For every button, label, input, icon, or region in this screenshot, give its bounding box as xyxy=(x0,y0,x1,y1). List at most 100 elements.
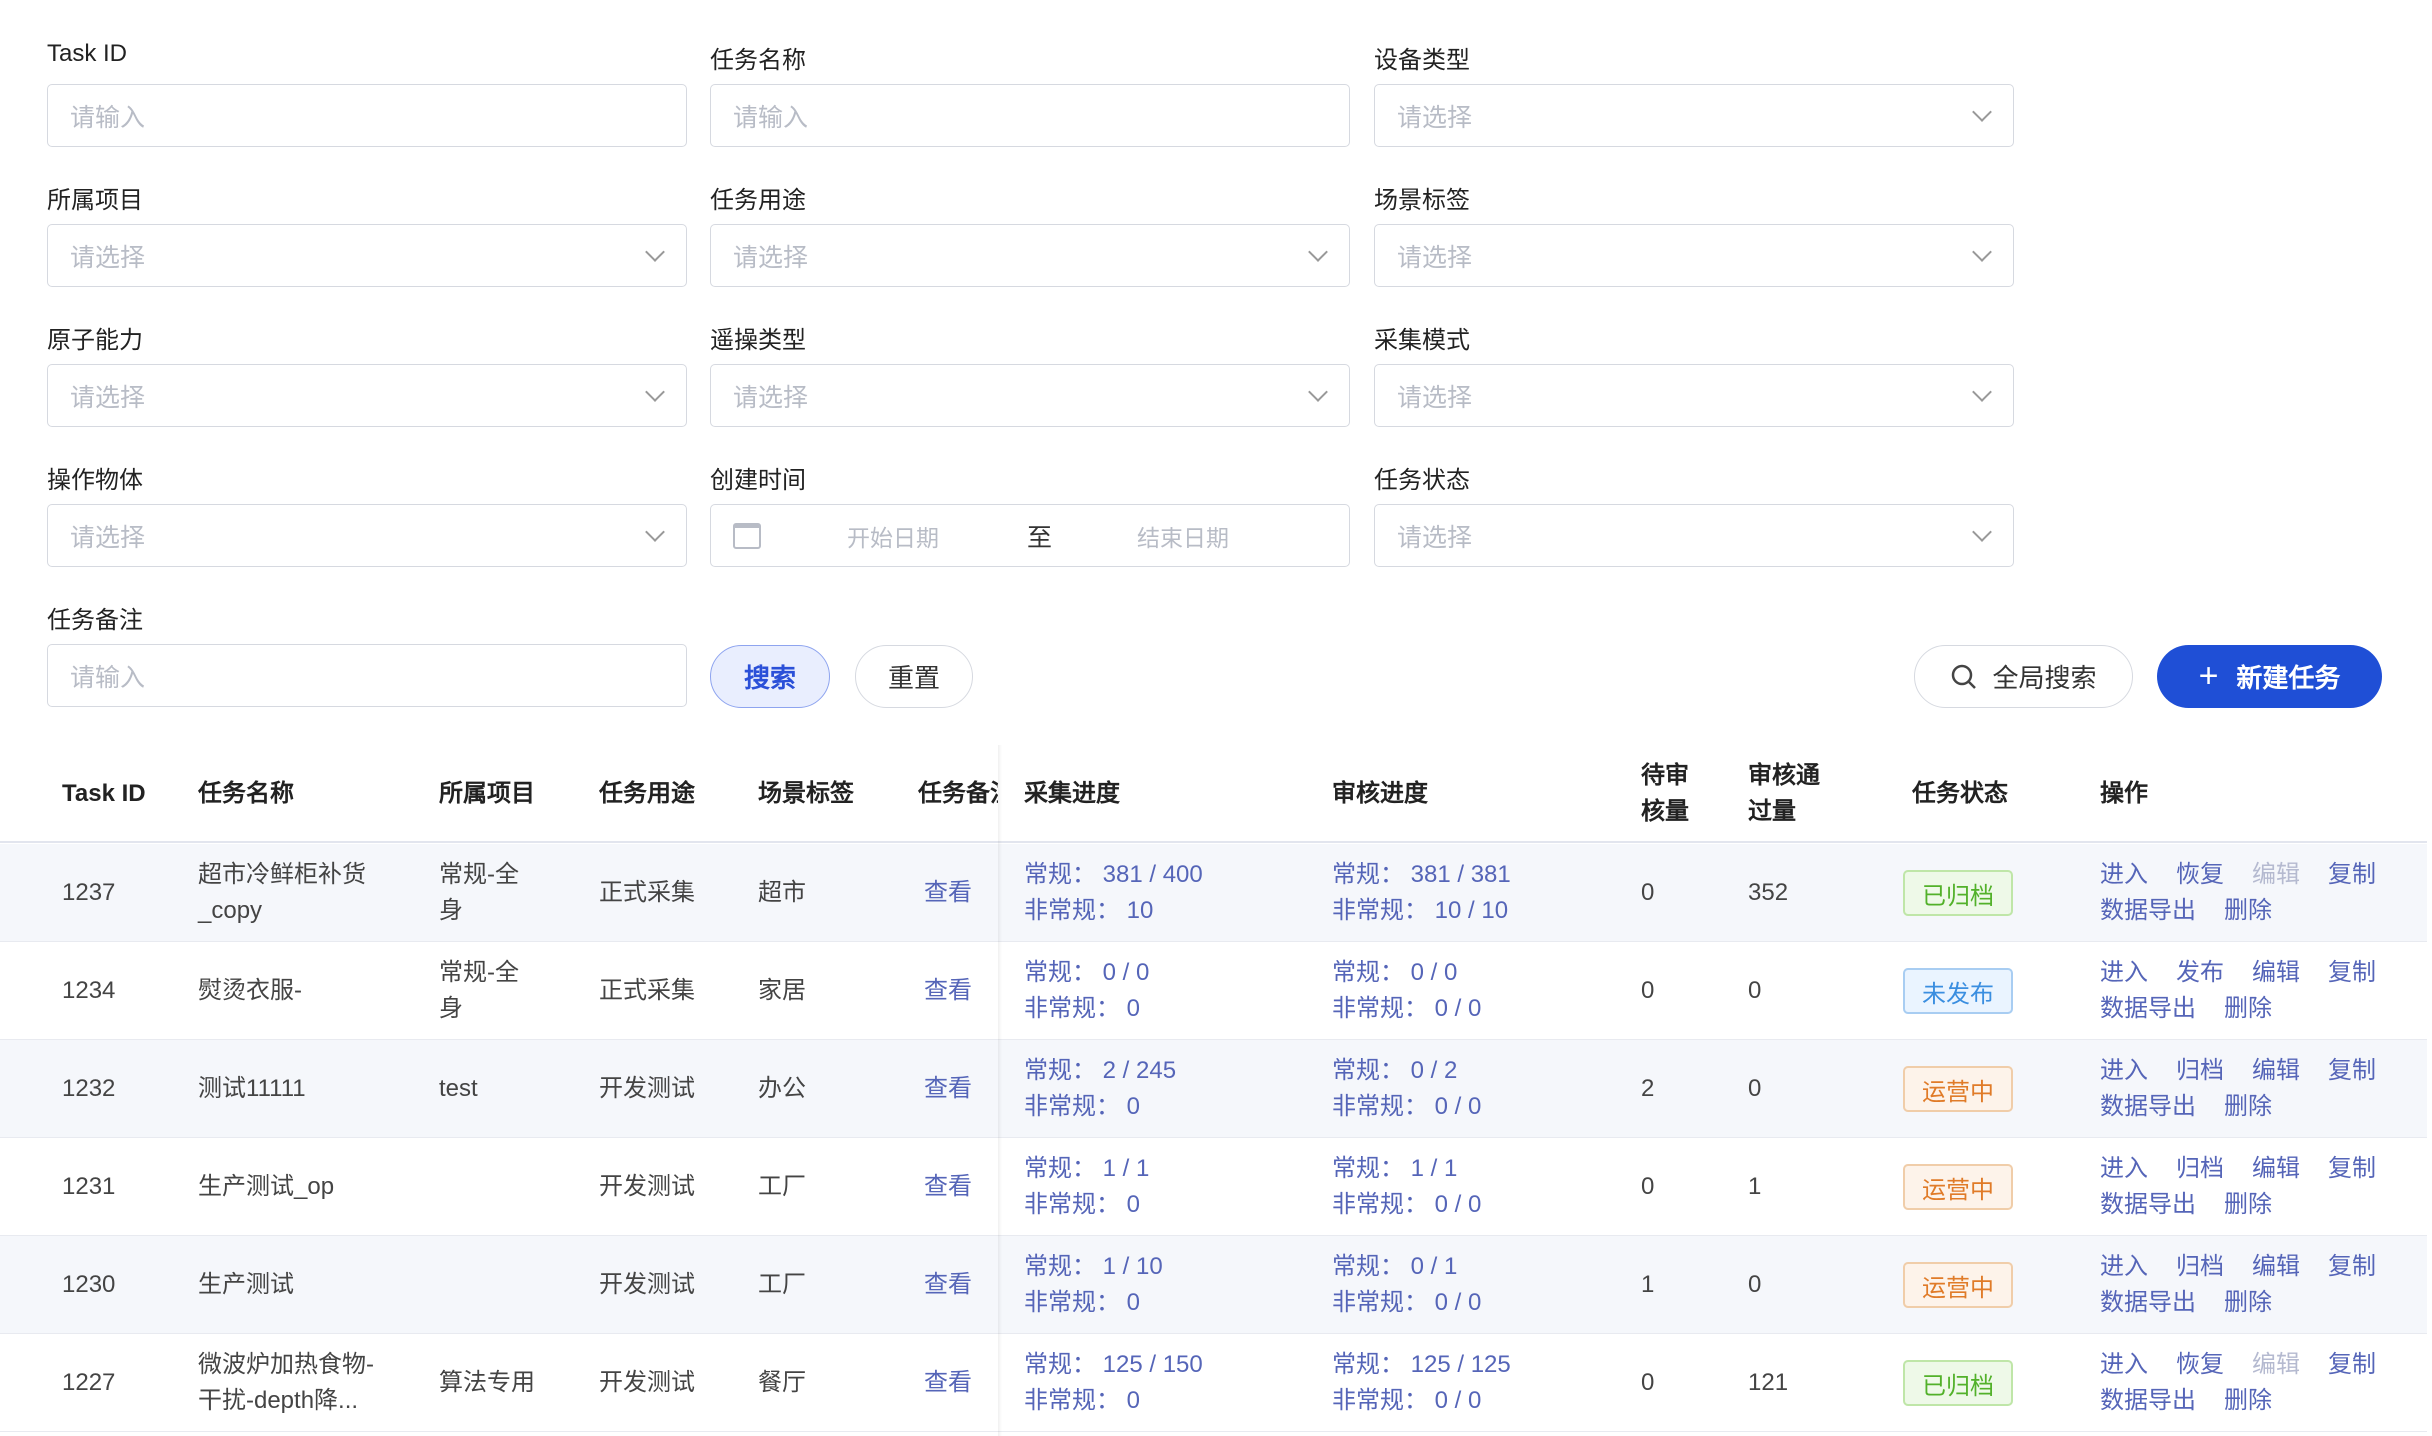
review-progress-line: 常规： 1 / 1 xyxy=(1332,1155,1458,1182)
remark-view-link[interactable]: 查看 xyxy=(924,1369,972,1396)
action-编辑[interactable]: 编辑 xyxy=(2252,1253,2300,1280)
action-删除[interactable]: 删除 xyxy=(2224,1093,2272,1120)
new-task-button[interactable]: + 新建任务 xyxy=(2157,645,2382,708)
task-use: 开发测试 xyxy=(599,1075,695,1102)
filter-select[interactable]: 请选择 xyxy=(47,224,687,287)
action-复制[interactable]: 复制 xyxy=(2328,1351,2376,1378)
remark-view-link[interactable]: 查看 xyxy=(924,1173,972,1200)
action-删除[interactable]: 删除 xyxy=(2224,995,2272,1022)
table-header xyxy=(0,745,2427,843)
filter-select[interactable]: 请选择 xyxy=(47,364,687,427)
table-row: 1231 生产测试_op 开发测试 工厂 查看 常规： 1 / 1 非常规： 0 常规： 1 … xyxy=(0,1138,2427,1236)
filter-daterange[interactable]: 开始日期 至 结束日期 xyxy=(710,504,1350,567)
review-progress-line: 非常规： 0 / 0 xyxy=(1332,1387,1482,1414)
chevron-down-icon xyxy=(1308,382,1328,402)
filter-select[interactable]: 请选择 xyxy=(1374,224,2014,287)
action-归档[interactable]: 归档 xyxy=(2176,1155,2224,1182)
action-编辑[interactable]: 编辑 xyxy=(2252,1155,2300,1182)
pending-count: 0 xyxy=(1641,1369,1655,1396)
collect-progress: 常规： 1 / 1 非常规： 0 xyxy=(1024,1151,1149,1223)
action-数据导出[interactable]: 数据导出 xyxy=(2100,1093,2196,1120)
action-复制[interactable]: 复制 xyxy=(2328,1155,2376,1182)
action-数据导出[interactable]: 数据导出 xyxy=(2100,1191,2196,1218)
action-复制[interactable]: 复制 xyxy=(2328,1057,2376,1084)
task-name-line: 超市冷鲜柜补货 xyxy=(198,861,366,888)
action-恢复[interactable]: 恢复 xyxy=(2176,1351,2224,1378)
filter-select[interactable]: 请选择 xyxy=(1374,504,2014,567)
remark-view-link[interactable]: 查看 xyxy=(924,879,972,906)
table-row: 1237 超市冷鲜柜补货 _copy 常规-全身 正式采集 超市 查看 常规： 381 / 4… xyxy=(0,844,2427,942)
collect-progress-line: 非常规： 0 xyxy=(1024,1289,1141,1316)
start-date-input[interactable]: 开始日期 xyxy=(847,524,939,551)
action-进入[interactable]: 进入 xyxy=(2100,1155,2148,1182)
action-发布[interactable]: 发布 xyxy=(2176,959,2224,986)
filter-input[interactable]: 请输入 xyxy=(47,644,687,707)
remark-view-link[interactable]: 查看 xyxy=(924,1271,972,1298)
review-progress-line: 常规： 0 / 1 xyxy=(1332,1253,1458,1280)
pending-count: 0 xyxy=(1641,1173,1655,1200)
action-进入[interactable]: 进入 xyxy=(2100,861,2148,888)
action-进入[interactable]: 进入 xyxy=(2100,1057,2148,1084)
remark-view-link[interactable]: 查看 xyxy=(924,977,972,1004)
filter-input[interactable]: 请输入 xyxy=(47,84,687,147)
review-progress-line: 常规： 381 / 381 xyxy=(1332,861,1511,888)
action-复制[interactable]: 复制 xyxy=(2328,1253,2376,1280)
action-删除[interactable]: 删除 xyxy=(2224,1387,2272,1414)
placeholder: 请选择 xyxy=(1397,383,1473,412)
filter-select[interactable]: 请选择 xyxy=(710,224,1350,287)
action-复制[interactable]: 复制 xyxy=(2328,861,2376,888)
placeholder: 请选择 xyxy=(733,383,809,412)
action-删除[interactable]: 删除 xyxy=(2224,897,2272,924)
table-row: 1227 微波炉加热食物- 干扰-depth降... 算法专用 开发测试 餐厅 查看 常规： … xyxy=(0,1334,2427,1432)
action-删除[interactable]: 删除 xyxy=(2224,1289,2272,1316)
action-数据导出[interactable]: 数据导出 xyxy=(2100,897,2196,924)
end-date-input[interactable]: 结束日期 xyxy=(1137,524,1229,551)
placeholder: 请选择 xyxy=(1397,523,1473,552)
filter-select[interactable]: 请选择 xyxy=(710,364,1350,427)
action-归档[interactable]: 归档 xyxy=(2176,1057,2224,1084)
global-search-button[interactable]: 全局搜索 xyxy=(1914,645,2133,708)
action-编辑[interactable]: 编辑 xyxy=(2252,1057,2300,1084)
action-恢复[interactable]: 恢复 xyxy=(2176,861,2224,888)
remark-view-link[interactable]: 查看 xyxy=(924,1075,972,1102)
filter-label: 任务备注 xyxy=(47,607,143,634)
collect-progress: 常规： 125 / 150 非常规： 0 xyxy=(1024,1347,1203,1419)
action-进入[interactable]: 进入 xyxy=(2100,959,2148,986)
review-progress-line: 常规： 0 / 0 xyxy=(1332,959,1458,986)
filter-label: 操作物体 xyxy=(47,467,143,494)
reset-button[interactable]: 重置 xyxy=(855,645,973,708)
global-search-label: 全局搜索 xyxy=(1992,663,2097,693)
project-line: 常规-全 xyxy=(439,861,519,888)
search-button[interactable]: 搜索 xyxy=(710,645,830,708)
project-line: 身 xyxy=(439,897,463,924)
action-删除[interactable]: 删除 xyxy=(2224,1191,2272,1218)
filter-input[interactable]: 请输入 xyxy=(710,84,1350,147)
review-progress-line: 非常规： 0 / 0 xyxy=(1332,995,1482,1022)
review-progress: 常规： 0 / 1 非常规： 0 / 0 xyxy=(1332,1249,1481,1321)
filter-select[interactable]: 请选择 xyxy=(1374,84,2014,147)
placeholder: 请输入 xyxy=(70,663,146,692)
action-数据导出[interactable]: 数据导出 xyxy=(2100,1387,2196,1414)
action-复制[interactable]: 复制 xyxy=(2328,959,2376,986)
action-进入[interactable]: 进入 xyxy=(2100,1253,2148,1280)
chevron-down-icon xyxy=(1972,382,1992,402)
filter-label: 采集模式 xyxy=(1374,327,1470,354)
collect-progress: 常规： 381 / 400 非常规： 10 xyxy=(1024,857,1203,929)
task-name-line: 生产测试 xyxy=(198,1271,294,1298)
action-数据导出[interactable]: 数据导出 xyxy=(2100,1289,2196,1316)
filter-label: 任务用途 xyxy=(710,187,806,214)
filter-label: 创建时间 xyxy=(710,467,806,494)
action-数据导出[interactable]: 数据导出 xyxy=(2100,995,2196,1022)
table-row: 1232 测试11111 test 开发测试 办公 查看 常规： 2 / 245 非常规： 0… xyxy=(0,1040,2427,1138)
chevron-down-icon xyxy=(645,382,665,402)
action-编辑[interactable]: 编辑 xyxy=(2252,959,2300,986)
new-task-label: 新建任务 xyxy=(2236,663,2341,693)
filter-select[interactable]: 请选择 xyxy=(1374,364,2014,427)
passed-count: 352 xyxy=(1748,879,1789,906)
action-进入[interactable]: 进入 xyxy=(2100,1351,2148,1378)
action-归档[interactable]: 归档 xyxy=(2176,1253,2224,1280)
project-line: 身 xyxy=(439,995,463,1022)
task-name: 测试11111 xyxy=(198,1071,306,1107)
filter-select[interactable]: 请选择 xyxy=(47,504,687,567)
collect-progress: 常规： 1 / 10 非常规： 0 xyxy=(1024,1249,1163,1321)
